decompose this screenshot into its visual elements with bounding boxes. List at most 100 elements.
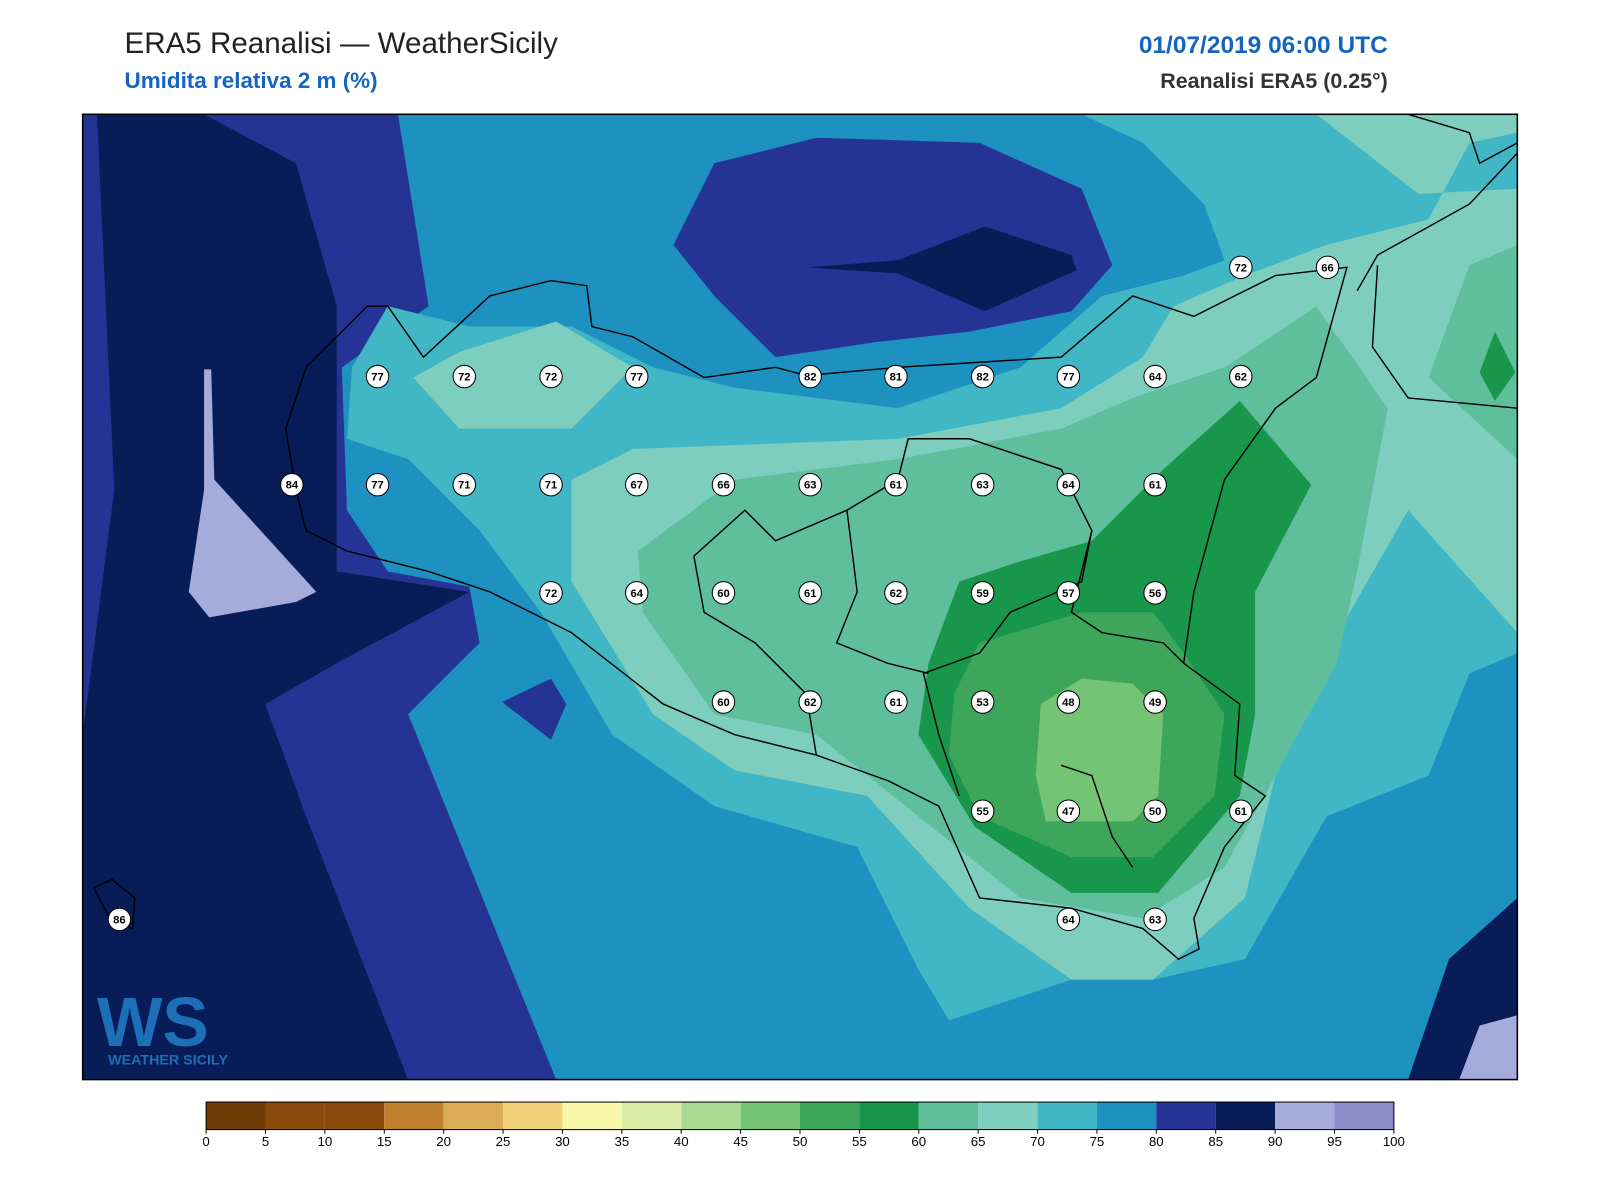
colorbar-tick-label: 90 [1268, 1134, 1283, 1149]
station-value: 62 [804, 697, 816, 709]
station-value: 62 [890, 588, 902, 600]
colorbar-bin [1037, 1102, 1097, 1130]
station-marker [539, 364, 563, 389]
colorbar-bin [1096, 1102, 1157, 1130]
station-marker [1315, 255, 1340, 280]
colorbar-bin [503, 1102, 563, 1130]
stations: 72 66 77 72 72 77 82 81 82 77 64 62 84 77 71 71 67 66 63 61… [107, 255, 1340, 932]
station-marker [1056, 581, 1081, 605]
station-value: 77 [371, 480, 383, 492]
station-marker [970, 581, 995, 605]
station-marker [1143, 799, 1167, 823]
station-value: 72 [458, 372, 470, 384]
station-value: 86 [113, 914, 125, 926]
station-marker [625, 472, 649, 497]
station-value: 60 [717, 588, 729, 600]
station-marker [280, 472, 304, 497]
station-marker [1229, 364, 1253, 389]
colorbar-tick-label: 65 [971, 1134, 986, 1149]
station-value: 77 [371, 372, 383, 384]
station-marker [1056, 907, 1081, 932]
station-marker [1056, 690, 1081, 714]
station-value: 64 [1062, 914, 1075, 926]
colorbar-tick-label: 70 [1030, 1134, 1045, 1149]
colorbar-bin [265, 1102, 325, 1130]
station-value: 66 [717, 480, 729, 492]
station-value: 72 [545, 588, 557, 600]
colorbar-bin [621, 1102, 682, 1130]
colorbar-tick-label: 55 [852, 1134, 867, 1149]
station-value: 63 [804, 480, 816, 492]
station-value: 62 [1235, 372, 1247, 384]
logo: WS WEATHER SICILY [97, 983, 228, 1068]
station-value: 56 [1149, 588, 1161, 600]
colorbar-bin [859, 1102, 919, 1130]
station-marker [452, 364, 477, 389]
source: Reanalisi ERA5 (0.25°) [1160, 69, 1387, 93]
station-marker [798, 581, 822, 605]
station-value: 77 [630, 372, 642, 384]
station-value: 67 [630, 480, 642, 492]
colorbar-tick-label: 45 [733, 1134, 748, 1149]
colorbar-tick-label: 20 [436, 1134, 451, 1149]
colorbar-bin [1215, 1102, 1276, 1130]
station-marker [625, 581, 649, 605]
station-value: 71 [458, 480, 470, 492]
colorbar-tick-label: 0 [202, 1134, 209, 1149]
colorbar-bin [443, 1102, 504, 1130]
station-marker [884, 690, 908, 714]
map-frame [81, 113, 1519, 1081]
logo-text: WEATHER SICILY [108, 1052, 228, 1068]
station-marker [1056, 364, 1081, 389]
station-marker [1229, 799, 1253, 823]
colorbar-tick-label: 100 [1383, 1134, 1405, 1149]
station-value: 66 [1321, 262, 1333, 274]
colorbar-tick-label: 10 [318, 1134, 333, 1149]
colorbar-tick-label: 50 [793, 1134, 808, 1149]
station-value: 61 [804, 588, 816, 600]
colorbar-tick-label: 5 [262, 1134, 269, 1149]
colorbar-tick-label: 35 [614, 1134, 629, 1149]
station-value: 59 [976, 588, 988, 600]
title: ERA5 Reanalisi — WeatherSicily [124, 27, 558, 60]
colorbar-tick-label: 30 [555, 1134, 570, 1149]
station-marker [970, 799, 995, 823]
colorbar-bin [1334, 1102, 1394, 1130]
colorbar-tick-label: 75 [1090, 1134, 1105, 1149]
station-value: 48 [1062, 697, 1074, 709]
colorbar-bin [562, 1102, 622, 1130]
station-marker [970, 472, 995, 497]
station-value: 47 [1062, 806, 1074, 818]
station-marker [970, 364, 995, 389]
colorbar-tick-label: 85 [1208, 1134, 1223, 1149]
station-value: 60 [717, 697, 729, 709]
station-value: 71 [545, 480, 557, 492]
station-value: 49 [1149, 697, 1161, 709]
station-marker [365, 472, 390, 497]
station-value: 72 [545, 372, 557, 384]
station-value: 63 [976, 480, 988, 492]
colorbar-bin [206, 1102, 266, 1130]
station-value: 57 [1062, 588, 1074, 600]
station-marker [884, 364, 908, 389]
colorbar-bin [800, 1102, 860, 1130]
colorbar-tick-label: 80 [1149, 1134, 1164, 1149]
station-value: 64 [630, 588, 643, 600]
station-marker [798, 472, 822, 497]
logo-mark: WS [97, 983, 209, 1061]
colorbar-bin [681, 1102, 741, 1130]
station-value: 82 [804, 372, 816, 384]
station-value: 61 [1235, 806, 1247, 818]
station-value: 53 [976, 697, 988, 709]
station-marker [625, 364, 649, 389]
station-marker [884, 581, 908, 605]
station-value: 61 [1149, 480, 1161, 492]
station-marker [1143, 690, 1167, 714]
station-marker [539, 581, 563, 605]
subtitle: Umidita relativa 2 m (%) [124, 68, 377, 93]
colorbar-bin [324, 1102, 385, 1130]
station-marker [1143, 907, 1167, 932]
station-value: 84 [286, 480, 299, 492]
colorbar-tick-label: 95 [1327, 1134, 1342, 1149]
